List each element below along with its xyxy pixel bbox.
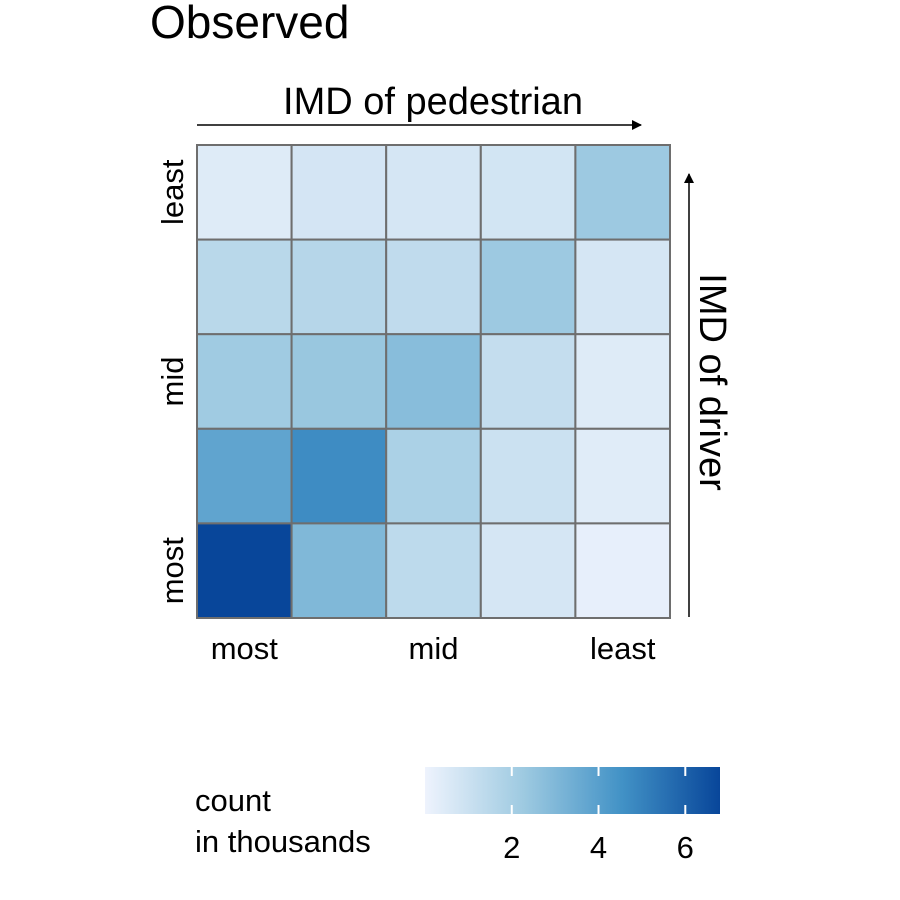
colorbar-ticks: 2 4 6 [503,767,694,865]
x-axis-label: IMD of pedestrian [283,81,583,123]
heatmap-cell [479,333,577,430]
heatmap-cell [385,238,482,336]
colorbar-tick-label: 2 [503,830,520,865]
y-axis-label: IMD of driver [691,273,733,491]
colorbar-tick-label: 4 [590,830,607,865]
x-tick-labels: most mid least [211,631,656,666]
heatmap-cell [290,333,388,430]
heatmap-cell [479,427,577,525]
heatmap-cell [479,522,577,620]
heatmap-cell [196,427,293,525]
color-legend: count in thousands 2 4 6 [195,767,720,865]
x-tick-label: least [590,631,656,666]
y-tick-label: least [155,159,190,225]
heatmap-cell [290,144,388,241]
y-tick-labels: most mid least [155,159,190,604]
heatmap-cell [385,333,482,430]
heatmap-cell [385,522,482,620]
heatmap-cell [574,238,672,336]
x-tick-label: most [211,631,279,666]
legend-title-line-1: count [195,783,271,818]
heatmap-cell [574,333,672,430]
heatmap-cell [196,333,293,430]
colorbar [425,767,720,814]
heatmap-cell [385,144,482,241]
heatmap-cell [574,522,672,620]
heatmap-cell [574,427,672,525]
colorbar-tick-label: 6 [677,830,694,865]
heatmap-cell [196,522,293,620]
heatmap-cell [479,144,577,241]
heatmap-cell [290,427,388,525]
chart-title: Observed [150,0,349,48]
heatmap-cell [290,238,388,336]
y-tick-label: mid [155,357,190,407]
heatmap-cell [196,144,293,241]
heatmap-cell [290,522,388,620]
legend-title-line-2: in thousands [195,824,371,859]
heatmap-cell [385,427,482,525]
x-tick-label: mid [409,631,459,666]
heatmap-cells [196,144,672,620]
heatmap-cell [479,238,577,336]
y-tick-label: most [155,537,190,605]
heatmap-cell [574,144,672,241]
heatmap-cell [196,238,293,336]
